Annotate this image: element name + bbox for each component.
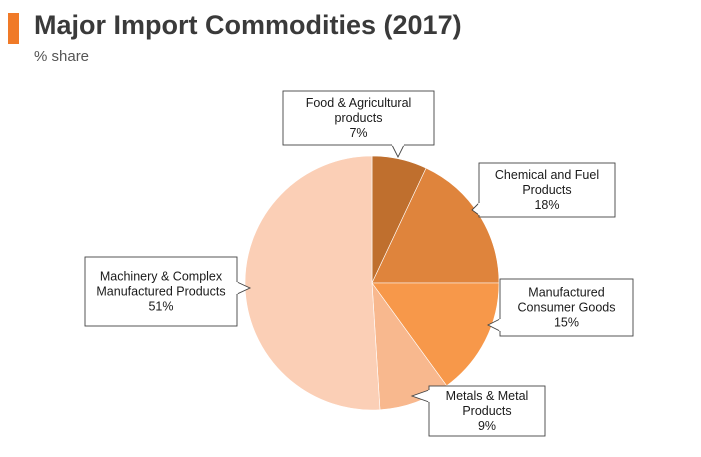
callout-label-2-line-2: 15% [554, 316, 579, 330]
callout-box-1 [478, 162, 616, 218]
pie-slice-2 [371, 282, 500, 387]
callout-label-2-line-0: Manufactured [528, 286, 604, 300]
callout-label-3-line-2: 9% [478, 419, 496, 433]
callout-pointer-0 [391, 144, 405, 159]
callout-label-0-line-1: products [335, 111, 383, 125]
callout-box-2 [499, 278, 634, 337]
callout-label-1-line-1: Products [522, 183, 571, 197]
callout-label-3-line-1: Products [462, 404, 511, 418]
callout-label-3-line-0: Metals & Metal [446, 389, 529, 403]
callout-box-4 [84, 256, 238, 327]
callout-label-1-line-2: 18% [534, 198, 559, 212]
chart-subtitle: % share [34, 48, 90, 65]
title-accent-bar [8, 13, 19, 44]
pie-slice-4 [244, 155, 381, 411]
chart-title: Major Import Commodities (2017) [34, 10, 462, 40]
callout-box-0 [282, 90, 435, 146]
callout-label-4-line-1: Manufactured Products [96, 285, 225, 299]
callout-label-0-line-0: Food & Agricultural [306, 96, 412, 110]
callout-label-4-line-2: 51% [148, 300, 173, 314]
callout-label-1-line-0: Chemical and Fuel [495, 168, 599, 182]
callout-label-2-line-1: Consumer Goods [518, 301, 616, 315]
callout-box-3 [428, 385, 546, 437]
callout-label-0-line-2: 7% [349, 126, 367, 140]
callout-label-4-line-0: Machinery & Complex [100, 270, 223, 284]
pie-slices [244, 155, 500, 411]
